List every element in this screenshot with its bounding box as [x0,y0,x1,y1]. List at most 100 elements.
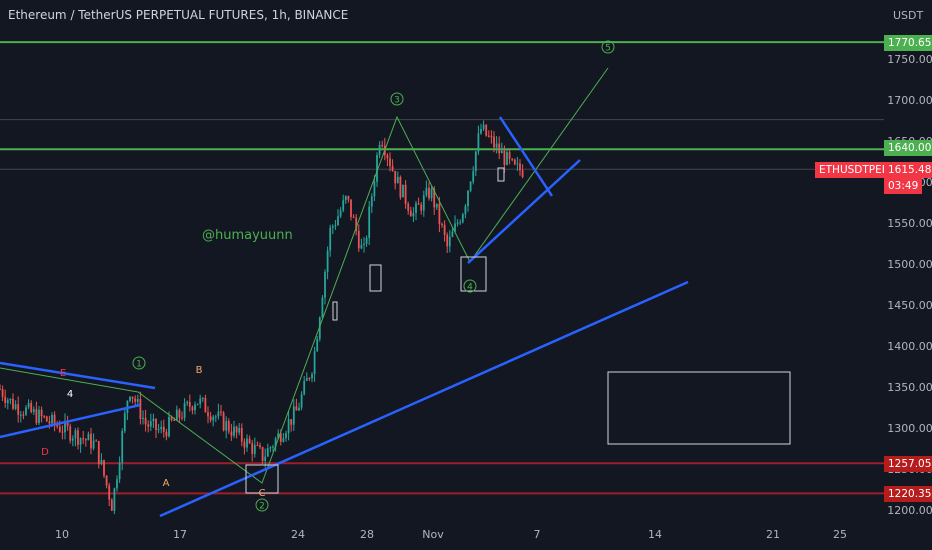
candle-body [64,421,66,433]
candle-body [430,188,433,199]
candle-body [175,409,178,421]
candle-body [443,224,446,235]
trendline-2 [159,280,689,518]
candle-body [121,430,124,463]
price-tag-1257: 1257.05 [884,456,932,472]
candle-body [40,409,43,417]
correction-label-A: A [163,478,170,489]
x-tick-28: 28 [360,528,374,541]
candle-body [32,409,35,413]
candle-body [417,203,420,205]
candle-body [259,445,261,448]
candle-body [279,433,282,442]
candle-body [477,133,480,152]
small-wave-label: 4 [67,389,73,400]
candle-body [196,403,199,405]
candle-body [209,416,212,421]
candle-body [331,226,334,228]
candle-body [441,224,443,226]
candle-body [103,460,105,476]
candle-body [173,419,176,421]
candle-body [464,206,467,215]
candle-body [461,214,464,223]
candle-body [256,445,259,447]
candle-body [186,401,189,404]
wave-label-5: 5 [605,44,611,54]
candle-body [357,230,360,249]
candle-body [14,404,17,409]
candle-body [493,136,495,148]
candle-body [123,412,126,431]
trendline-0 [0,361,156,390]
candle-body [152,418,155,422]
candle-body [183,403,186,418]
price-tag-1770: 1770.65 [884,35,932,51]
candle-body [448,236,451,247]
candle-body [45,416,48,422]
candle-body [409,210,412,217]
candle-body [295,406,298,411]
candle-body [19,414,22,416]
candle-body [243,441,246,448]
annotation-box-2 [460,256,487,292]
candle-body [373,181,376,197]
annotation-box-5 [607,371,791,445]
candle-body [17,404,20,415]
candle-body [370,196,373,207]
annotation-box-3 [332,301,338,321]
candle-body [238,427,241,433]
y-tick-1550: 1550.00 [887,217,932,230]
candle-body [201,397,204,399]
candle-body [134,398,137,402]
candle-body [113,488,116,511]
candle-body [214,416,217,418]
candle-body [1,389,4,397]
candle-body [389,158,391,167]
candle-body [136,399,139,402]
candle-body [344,196,347,201]
candle-body [53,414,56,425]
candle-body [324,271,326,298]
candle-body [435,203,438,208]
candle-body [71,438,74,441]
candle-body [149,421,152,427]
y-tick-1200: 1200.00 [887,504,932,517]
candle-body [48,421,51,424]
candle-body [6,400,9,403]
x-tick-Nov: Nov [422,528,444,541]
candle-body [222,412,225,431]
candle-body [246,438,248,448]
candle-body [360,244,363,249]
y-tick-1300: 1300.00 [887,422,932,435]
candle-body [144,417,147,425]
candle-body [116,479,118,489]
candle-body [30,402,33,413]
x-tick-10: 10 [55,528,69,541]
annotation-box-1 [369,264,382,292]
y-tick-1750: 1750.00 [887,53,932,66]
candle-body [474,151,477,172]
candle-body [139,399,142,419]
candle-body [500,150,503,154]
candle-body [110,499,113,511]
candle-body [285,433,287,439]
candle-body [321,297,324,318]
candle-body [506,152,508,165]
wave-label-4: 4 [467,283,473,293]
candle-body [498,143,501,154]
candle-body [66,421,69,427]
candle-body [90,433,92,449]
candle-body [487,135,490,137]
candle-body [381,144,384,146]
candle-body [347,196,350,200]
candle-body [108,485,111,500]
candle-body [235,426,238,433]
candle-body [4,396,7,403]
candle-body [415,203,417,213]
candle-body [251,443,254,454]
x-tick-21: 21 [766,528,780,541]
correction-label-D: D [41,447,49,458]
y-tick-1450: 1450.00 [887,299,932,312]
candle-body [162,426,165,432]
